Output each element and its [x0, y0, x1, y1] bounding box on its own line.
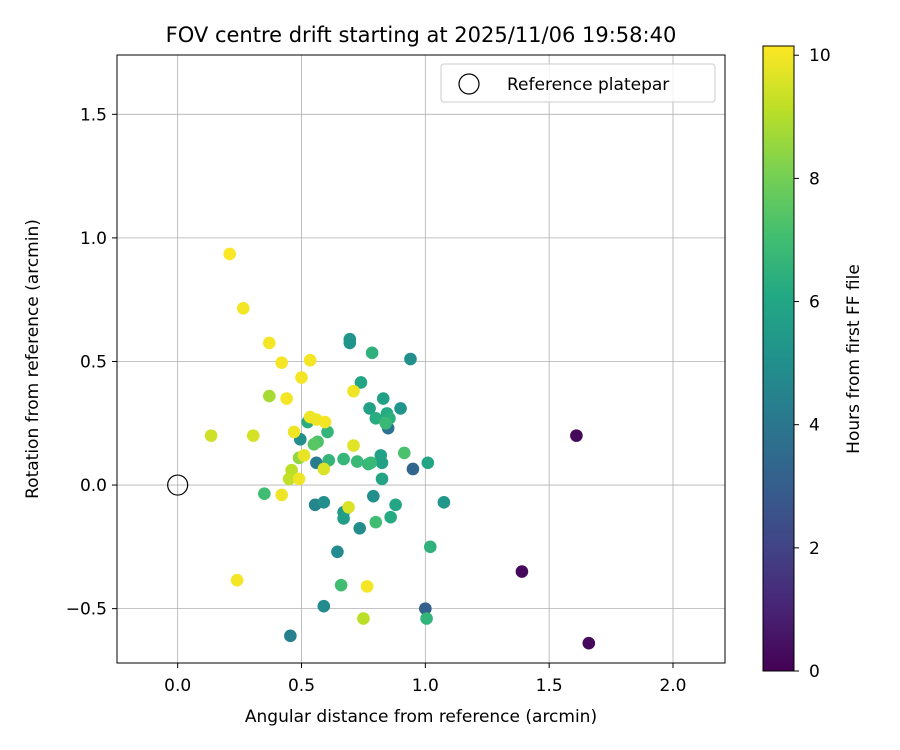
- x-tick-label: 1.0: [412, 676, 439, 696]
- data-point: [347, 439, 360, 452]
- data-point: [437, 496, 451, 509]
- legend-entry-label: Reference platepar: [507, 75, 669, 95]
- data-point: [337, 452, 350, 466]
- data-point: [295, 371, 308, 384]
- plot-area: 0.0 0.5 1.0 1.5 2.0 −0.5 0.0 0.5 1.0 1.5: [66, 54, 726, 696]
- data-point: [258, 487, 271, 500]
- data-point: [282, 472, 296, 486]
- data-point: [321, 425, 334, 439]
- data-point: [342, 500, 355, 514]
- y-tick-label: −0.5: [66, 600, 107, 620]
- y-axis-label: Rotation from reference (arcmin): [23, 219, 43, 499]
- y-tick-label: 0.5: [80, 352, 107, 372]
- data-point: [318, 415, 332, 429]
- colorbar-tick-label: 0: [809, 662, 820, 682]
- chart-title: FOV centre drift starting at 2025/11/06 …: [166, 23, 677, 47]
- data-point: [347, 384, 360, 398]
- data-point: [317, 599, 331, 613]
- reference-layer: [167, 474, 189, 496]
- data-point: [421, 456, 435, 470]
- data-point: [317, 496, 331, 509]
- colorbar-tick-label: 6: [809, 293, 820, 313]
- data-point: [297, 449, 311, 462]
- data-point: [307, 437, 321, 451]
- colorbar-tick-label: 8: [809, 169, 820, 189]
- data-point: [223, 247, 236, 261]
- data-point: [263, 389, 276, 403]
- colorbar: 0 2 4 6 8 10 Hours from first FF file: [762, 45, 864, 682]
- data-point: [376, 392, 390, 405]
- data-point: [275, 356, 288, 370]
- colorbar-tick-label: 4: [809, 416, 820, 436]
- x-tick-label: 0.5: [288, 676, 315, 696]
- data-point: [423, 540, 437, 554]
- data-point: [379, 416, 393, 430]
- data-point: [374, 449, 388, 462]
- colorbar-ticks: 0 2 4 6 8 10: [794, 46, 831, 682]
- plot-frame: [116, 54, 726, 664]
- data-point: [357, 612, 370, 625]
- colorbar-tick-label: 2: [809, 539, 820, 559]
- data-point: [280, 392, 293, 405]
- legend-open-circle-icon: [458, 73, 480, 95]
- data-point: [334, 578, 348, 592]
- data-point: [292, 472, 306, 486]
- data-point: [230, 573, 244, 587]
- reference-platepar-marker: [167, 474, 189, 496]
- data-point: [582, 636, 596, 650]
- data-point: [263, 336, 276, 350]
- data-point: [337, 512, 350, 525]
- y-tick-label: 1.5: [80, 105, 107, 125]
- x-axis-ticks: 0.0 0.5 1.0 1.5 2.0: [164, 663, 687, 696]
- data-point: [394, 402, 407, 415]
- data-point: [397, 446, 411, 460]
- data-points: [204, 247, 596, 650]
- colorbar-gradient: [762, 45, 795, 672]
- data-point: [275, 488, 288, 502]
- data-point: [375, 472, 389, 486]
- data-point: [404, 352, 417, 366]
- data-point: [420, 612, 433, 625]
- data-point: [389, 498, 402, 512]
- data-point: [204, 429, 218, 442]
- y-tick-label: 1.0: [80, 229, 107, 249]
- data-point: [331, 545, 344, 559]
- data-point: [360, 580, 374, 593]
- data-point: [353, 522, 367, 535]
- data-point: [246, 429, 260, 442]
- data-point: [384, 510, 397, 524]
- data-point: [367, 489, 380, 503]
- data-point: [419, 602, 432, 615]
- data-point: [369, 515, 383, 529]
- y-tick-label: 0.0: [80, 476, 107, 496]
- x-axis-label: Angular distance from reference (arcmin): [245, 707, 597, 727]
- data-point: [406, 462, 420, 476]
- data-point: [364, 456, 378, 470]
- plot-background: [117, 55, 725, 663]
- legend: Reference platepar: [440, 63, 716, 103]
- data-point: [515, 565, 529, 578]
- data-point: [287, 425, 301, 439]
- x-tick-label: 0.0: [164, 676, 191, 696]
- data-point: [350, 455, 364, 468]
- x-tick-label: 1.5: [536, 676, 563, 696]
- data-point: [363, 402, 376, 415]
- data-point: [354, 376, 368, 389]
- y-axis-ticks: −0.5 0.0 0.5 1.0 1.5: [66, 105, 117, 620]
- data-point: [343, 336, 357, 350]
- data-point: [369, 412, 383, 425]
- data-point: [284, 629, 297, 643]
- data-point: [570, 429, 583, 442]
- data-point: [365, 346, 379, 360]
- data-point: [303, 353, 317, 367]
- colorbar-label: Hours from first FF file: [844, 264, 864, 454]
- x-tick-label: 2.0: [659, 676, 686, 696]
- colorbar-tick-label: 10: [809, 46, 831, 66]
- data-point: [317, 462, 331, 476]
- data-point: [237, 302, 250, 315]
- legend-box: [440, 63, 716, 103]
